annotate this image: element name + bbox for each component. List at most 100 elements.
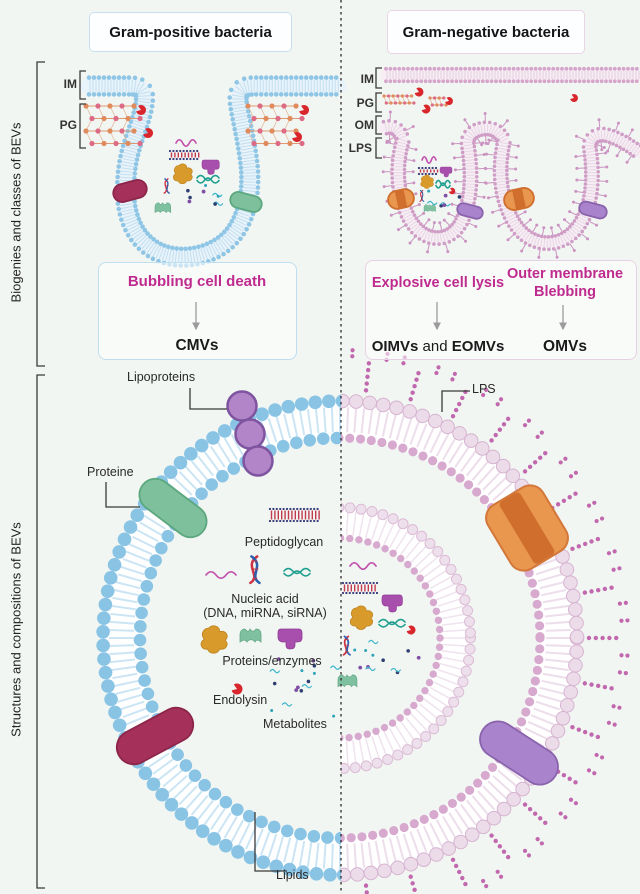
mechanism-explosive-cell-lysis: Explosive cell lysis xyxy=(371,275,505,291)
protein-enzyme-purple-icon xyxy=(439,166,453,178)
header-gram-positive-label: Gram-positive bacteria xyxy=(109,23,272,41)
dna-helix-icon xyxy=(163,178,170,194)
endolysin-icon xyxy=(231,683,243,695)
rna-squiggle-icon xyxy=(175,138,197,148)
metabolites-icon xyxy=(269,657,341,718)
section-label-biogenesis: Biogenies and classes of BEVs xyxy=(8,122,24,303)
metabolites-icon xyxy=(186,183,224,206)
dna-helix-icon xyxy=(342,635,351,656)
protein-enzyme-purple-icon xyxy=(381,594,403,613)
peptidoglycan-strip-icon xyxy=(341,581,379,595)
label-proteine: Proteine xyxy=(87,465,134,479)
lipoprotein-icon xyxy=(226,390,274,477)
rna-squiggle-icon xyxy=(283,567,311,575)
peptidoglycan-strip-icon xyxy=(268,507,320,523)
peptidoglycan-lattice xyxy=(382,94,416,105)
rna-squiggle-icon xyxy=(205,570,237,580)
label-im-left: IM xyxy=(63,77,77,91)
gram-negative-inner-membrane xyxy=(379,66,640,84)
membrane-protein xyxy=(456,202,484,220)
protein-enzyme-green-icon xyxy=(423,204,436,213)
membrane-protein xyxy=(112,179,148,203)
bracket-structures-section xyxy=(36,374,45,889)
membrane-protein xyxy=(503,187,535,211)
label-lipids: Lipids xyxy=(276,868,309,882)
result-box-gram-positive xyxy=(98,262,297,360)
protein-enzyme-purple-icon xyxy=(277,628,303,650)
rna-squiggle-icon xyxy=(390,667,401,673)
endolysin-icon xyxy=(445,97,453,105)
membrane-protein xyxy=(115,706,195,766)
section-label-structures: Structures and compositions of BEVs xyxy=(8,522,24,737)
label-peptidoglycan: Peptidoglycan xyxy=(244,535,324,549)
label-lps-vesicle: LPS xyxy=(472,382,496,396)
connector-proteine xyxy=(105,482,140,508)
rna-squiggle-icon xyxy=(368,639,379,645)
rna-squiggle-icon xyxy=(349,561,377,571)
protein-enzyme-orange-icon xyxy=(173,163,193,185)
endolysin-icon xyxy=(448,187,456,195)
rna-squiggle-icon xyxy=(365,666,376,672)
bracket-pg-right xyxy=(375,92,382,113)
endolysin-icon xyxy=(406,625,416,635)
generated-biology-art xyxy=(80,66,640,894)
label-lipoproteins: Lipoproteins xyxy=(127,370,196,384)
mechanism-omb-line1: Outer membrane xyxy=(506,266,624,282)
rna-squiggle-icon xyxy=(281,702,293,707)
result-box-gram-negative xyxy=(365,260,637,360)
bracket-im-left xyxy=(79,70,86,100)
dna-helix-icon xyxy=(249,555,261,585)
protein-enzyme-orange-icon xyxy=(420,174,434,189)
label-nucleic-acid-line1: Nucleic acid xyxy=(231,592,299,606)
endolysin-icon xyxy=(570,94,578,102)
header-gram-negative: Gram-negative bacteria xyxy=(387,10,585,54)
peptidoglycan-lattice xyxy=(428,96,448,107)
rna-squiggle-icon xyxy=(196,177,220,184)
peptidoglycan-strip-icon xyxy=(417,166,439,176)
metabolites-icon xyxy=(353,639,421,675)
bracket-om-right xyxy=(375,115,382,135)
bracket-im-right xyxy=(375,67,382,89)
rna-squiggle-icon xyxy=(269,668,280,674)
dna-helix-icon xyxy=(419,189,425,203)
protein-enzyme-orange-icon xyxy=(349,605,373,630)
membrane-protein xyxy=(138,477,208,539)
product-eomvs: EOMVs xyxy=(451,338,505,355)
membrane-protein-porin xyxy=(485,484,569,572)
header-gram-negative-label: Gram-negative bacteria xyxy=(402,23,570,41)
product-oimvs-eomvs: OIMVs and EOMVs xyxy=(362,338,514,355)
rna-squiggle-icon xyxy=(421,155,437,165)
product-cmvs: CMVs xyxy=(175,337,219,354)
peptidoglycan-lattice xyxy=(245,103,305,147)
endolysin-icon xyxy=(421,104,431,114)
label-metabolites: Metabolites xyxy=(263,717,327,731)
endolysin-icon xyxy=(143,128,153,138)
rna-squiggle-icon xyxy=(435,182,451,189)
product-oimvs: OIMVs xyxy=(371,338,419,355)
gram-negative-outer-membrane-core xyxy=(378,119,640,252)
peptidoglycan-lattice xyxy=(83,103,143,147)
mechanism-omb-line2: Blebbing xyxy=(533,284,597,301)
endolysin-icon xyxy=(292,132,302,142)
rna-squiggle-icon xyxy=(435,179,451,187)
endolysin-icon xyxy=(299,105,309,115)
connector-lps xyxy=(441,390,470,412)
peptidoglycan-strip-icon xyxy=(168,149,200,161)
header-gram-positive: Gram-positive bacteria xyxy=(89,12,292,52)
bracket-biogenesis-section xyxy=(36,61,45,367)
mechanism-outer-membrane-blebbing: Outer membrane Blebbing xyxy=(498,265,632,301)
bracket-pg-left xyxy=(79,103,86,149)
protein-enzyme-orange-icon xyxy=(200,625,228,654)
protein-enzyme-green-icon xyxy=(239,628,262,643)
label-im-right: IM xyxy=(360,72,374,86)
metabolites-icon xyxy=(427,189,462,208)
membrane-protein xyxy=(387,188,415,210)
rna-squiggle-icon xyxy=(378,618,406,626)
label-pg-left: PG xyxy=(59,118,77,132)
rna-squiggle-icon xyxy=(283,570,311,577)
mechanism-bubbling-cell-death: Bubbling cell death xyxy=(127,273,267,290)
membrane-protein xyxy=(229,191,263,213)
gram-positive-inner-membrane xyxy=(80,75,347,268)
